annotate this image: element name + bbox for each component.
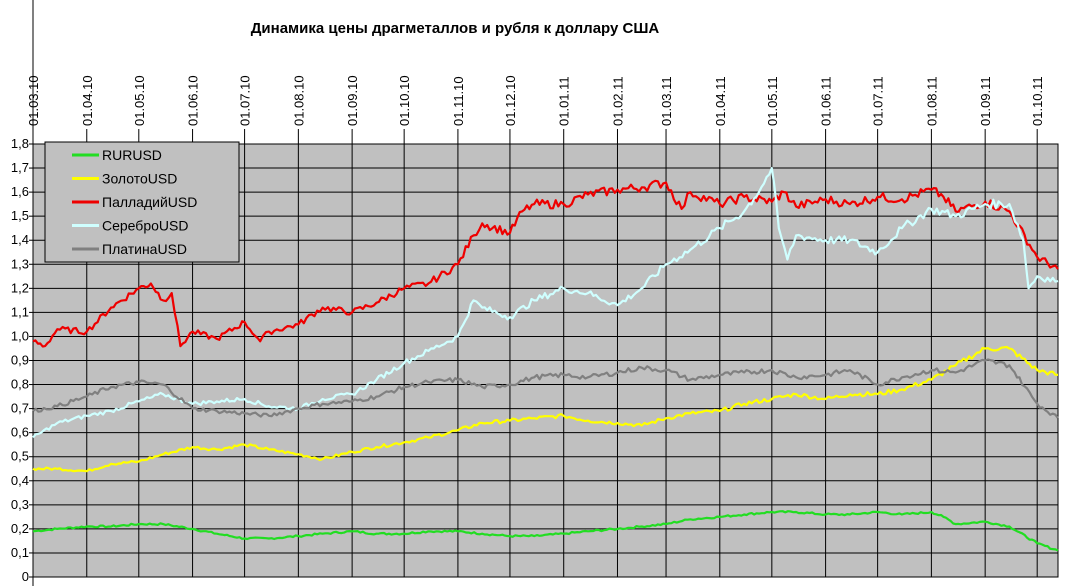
y-tick-label: 0,2 — [11, 521, 29, 536]
legend-label: ПлатинаUSD — [102, 241, 187, 257]
x-tick-label: 01.06.11 — [819, 76, 834, 126]
y-tick-label: 0,6 — [11, 425, 29, 440]
x-tick-label: 01.10.10 — [397, 75, 412, 126]
y-tick-label: 1,0 — [11, 328, 29, 343]
chart-title: Динамика цены драгметаллов и рубля к дол… — [251, 20, 660, 37]
x-tick-label: 01.05.10 — [132, 75, 147, 126]
x-tick-label: 01.10.11 — [1030, 76, 1045, 126]
x-tick-label: 01.05.11 — [765, 76, 780, 126]
y-tick-label: 1,4 — [11, 232, 29, 247]
series-line-СереброUSD — [32, 167, 1059, 439]
series-lines — [32, 167, 1059, 552]
x-tick-label: 01.03.11 — [659, 76, 674, 126]
legend-box — [44, 141, 240, 263]
y-tick-label: 1,2 — [11, 280, 29, 295]
y-tick-label: 1,1 — [11, 304, 29, 319]
y-tick-label: 1,5 — [11, 208, 29, 223]
x-tick-label: 01.07.11 — [871, 76, 886, 126]
legend-label: RURUSD — [102, 147, 162, 163]
x-tick-label: 01.03.10 — [26, 75, 41, 126]
y-tick-label: 0,8 — [11, 377, 29, 392]
series-line-ПалладийUSD — [32, 179, 1059, 348]
y-tick-label: 0,3 — [11, 497, 29, 512]
x-tick-label: 01.09.11 — [978, 76, 993, 126]
x-tick-label: 01.08.11 — [924, 76, 939, 126]
x-axis-ticks: 01.03.10 01.04.10 01.05.10 01.06.10 01.07.10… — [26, 75, 1045, 144]
series-line-ПлатинаUSD — [32, 358, 1059, 419]
x-tick-label: 01.08.10 — [291, 75, 306, 126]
y-tick-label: 1,3 — [11, 256, 29, 271]
legend-label: СереброUSD — [102, 218, 188, 234]
y-tick-label: 0 — [22, 569, 29, 584]
y-tick-label: 0,7 — [11, 401, 29, 416]
x-tick-label: 01.12.10 — [503, 75, 518, 126]
x-tick-label: 01.02.11 — [610, 76, 625, 126]
y-tick-label: 1,7 — [11, 160, 29, 175]
y-tick-label: 1,8 — [11, 136, 29, 151]
x-tick-label: 01.07.10 — [238, 75, 253, 126]
x-tick-label: 01.09.10 — [345, 75, 360, 126]
y-tick-label: 0,4 — [11, 473, 29, 488]
x-tick-label: 01.01.11 — [557, 76, 572, 126]
x-tick-label: 01.04.11 — [713, 76, 728, 126]
series-line-ЗолотоUSD — [32, 345, 1059, 473]
legend: RURUSD ЗолотоUSD ПалладийUSD СереброUSD Плат… — [44, 141, 240, 263]
y-tick-label: 0,9 — [11, 353, 29, 368]
y-tick-label: 0,5 — [11, 449, 29, 464]
y-tick-label: 0,1 — [11, 545, 29, 560]
x-tick-label: 01.04.10 — [80, 75, 95, 126]
legend-label: ПалладийUSD — [102, 194, 197, 210]
series-line-RURUSD — [32, 510, 1059, 552]
y-tick-label: 1,6 — [11, 184, 29, 199]
y-axis-ticks: 0 0,1 0,2 0,3 0,4 0,5 0,6 0,7 0,8 0,9 1,0 1,1 1,2 1,3… — [11, 136, 33, 584]
legend-label: ЗолотоUSD — [102, 171, 177, 187]
x-tick-label: 01.06.10 — [186, 75, 201, 126]
x-tick-label: 01.11.10 — [451, 76, 466, 126]
